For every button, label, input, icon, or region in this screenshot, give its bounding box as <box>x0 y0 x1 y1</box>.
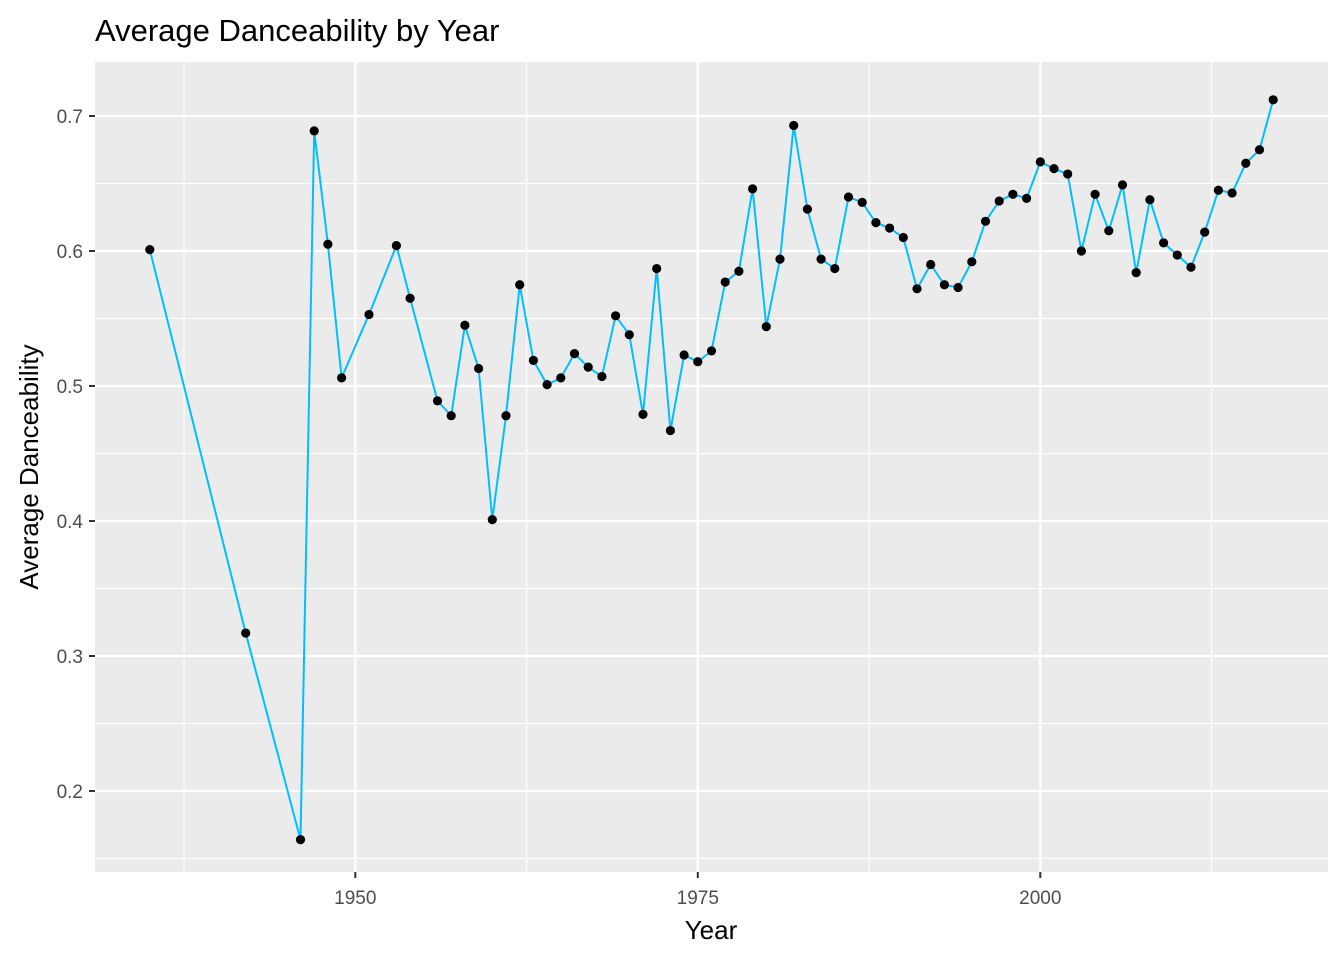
data-point <box>1049 164 1059 174</box>
data-point <box>802 204 813 214</box>
y-axis-label: Average Danceability <box>14 344 44 589</box>
data-point <box>748 184 758 194</box>
data-point <box>926 259 936 270</box>
data-point <box>652 263 662 274</box>
data-points <box>145 95 1278 845</box>
data-point <box>967 257 977 267</box>
data-point <box>309 126 319 136</box>
data-point <box>569 349 580 359</box>
data-point <box>556 373 566 383</box>
data-point <box>432 396 443 406</box>
data-point <box>912 284 922 294</box>
data-point <box>501 411 511 421</box>
data-point <box>528 355 539 365</box>
y-tick-label: 0.3 <box>57 647 83 668</box>
data-point <box>1008 189 1018 199</box>
x-axis-label: Year <box>685 915 738 945</box>
data-point <box>980 216 991 226</box>
x-tick-label: 1975 <box>677 888 719 909</box>
data-point <box>885 223 895 233</box>
y-tick-label: 0.7 <box>57 107 83 128</box>
data-point <box>898 232 908 243</box>
data-point <box>638 409 648 419</box>
data-point <box>1022 193 1032 203</box>
y-axis-ticks: 0.2 0.3 0.4 0.5 0.6 0.7 <box>57 107 95 803</box>
data-point <box>1035 157 1045 167</box>
data-point <box>857 197 867 207</box>
data-point <box>1117 180 1128 190</box>
data-point <box>1200 227 1210 237</box>
data-point <box>1241 158 1251 168</box>
data-point <box>1268 95 1278 105</box>
data-point <box>816 254 826 264</box>
data-point <box>1159 238 1169 248</box>
data-point <box>830 263 840 274</box>
y-tick-label: 0.5 <box>57 377 83 398</box>
data-point <box>391 241 401 251</box>
data-point <box>1063 169 1073 179</box>
data-point <box>1076 246 1086 256</box>
data-point <box>337 373 347 383</box>
data-point <box>611 311 621 321</box>
x-axis-ticks: 1950 1975 2000 <box>334 872 1061 909</box>
data-point <box>1172 250 1182 260</box>
data-point <box>761 322 771 332</box>
data-point <box>1213 185 1223 195</box>
data-point <box>843 192 854 202</box>
data-point <box>775 254 785 264</box>
plot-panel <box>95 62 1328 872</box>
data-point <box>871 218 881 228</box>
data-point <box>487 515 497 525</box>
data-point <box>706 346 717 356</box>
data-point <box>446 411 456 421</box>
data-point <box>994 196 1004 206</box>
data-point <box>679 350 689 360</box>
data-point <box>720 277 730 287</box>
x-tick-label: 2000 <box>1019 888 1061 909</box>
data-point <box>515 280 525 290</box>
x-tick-label: 1950 <box>334 888 376 909</box>
data-point <box>1145 195 1155 205</box>
data-point <box>474 363 484 374</box>
data-point <box>241 628 251 638</box>
data-point <box>364 309 374 320</box>
data-point <box>789 120 799 131</box>
data-point <box>145 245 155 255</box>
chart-title: Average Danceability by Year <box>95 13 499 48</box>
data-point <box>583 362 593 372</box>
data-point <box>1104 226 1114 236</box>
data-point <box>665 425 676 436</box>
data-point <box>323 239 333 249</box>
data-point <box>295 835 306 845</box>
data-point <box>1254 145 1265 155</box>
y-tick-label: 0.2 <box>57 782 83 803</box>
y-tick-label: 0.4 <box>57 512 84 533</box>
data-point <box>1227 188 1237 198</box>
data-point <box>405 293 415 303</box>
data-point <box>693 357 703 367</box>
data-point <box>1090 189 1100 199</box>
data-point <box>1186 262 1196 272</box>
major-gridlines <box>95 62 1328 872</box>
data-point <box>460 320 470 330</box>
data-point <box>953 282 963 293</box>
data-point <box>542 380 552 390</box>
data-point <box>1131 268 1141 278</box>
data-point <box>734 266 744 276</box>
y-tick-label: 0.6 <box>57 242 83 263</box>
data-point <box>597 371 607 382</box>
data-point <box>624 330 634 340</box>
data-point <box>939 280 950 290</box>
